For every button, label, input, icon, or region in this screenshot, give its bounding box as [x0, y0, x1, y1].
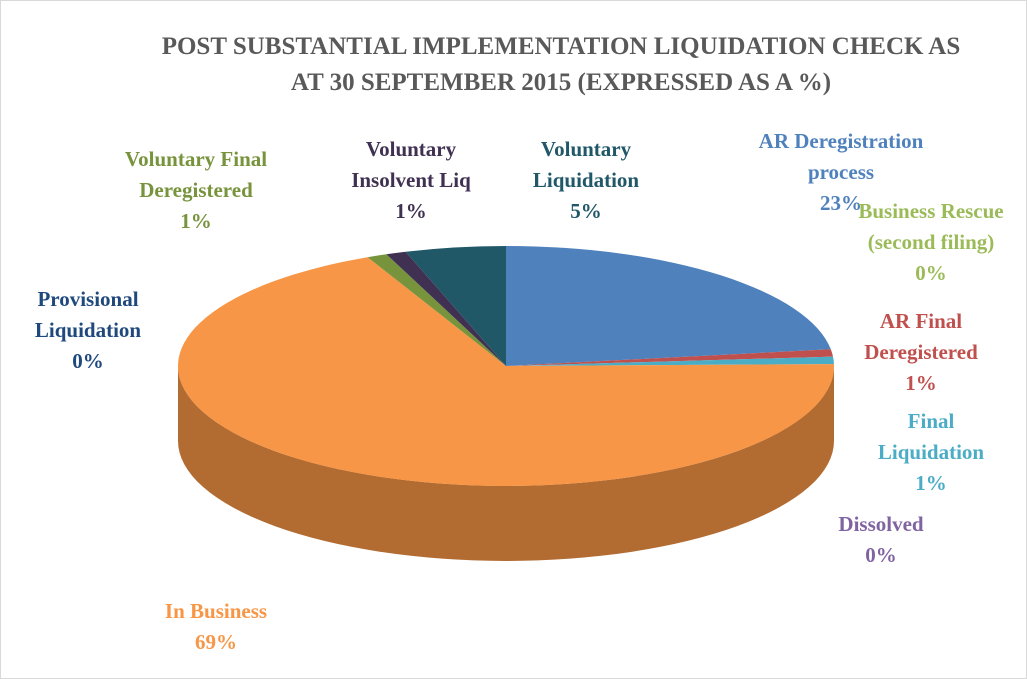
data-label: AR Final Deregistered 1% — [836, 306, 1006, 399]
data-label: Business Rescue (second filing) 0% — [831, 196, 1027, 289]
label-value: 23% — [820, 191, 862, 215]
label-value: 0% — [915, 261, 947, 285]
data-label: AR Deregistration process 23% — [736, 126, 946, 219]
label-value: 1% — [180, 209, 212, 233]
label-name: AR Final Deregistered — [864, 309, 978, 364]
slice — [386, 251, 506, 366]
slice — [405, 246, 506, 366]
data-label: Final Liquidation 1% — [856, 406, 1006, 499]
label-name: Voluntary Final Deregistered — [124, 147, 268, 202]
label-name: Dissolved — [838, 512, 924, 536]
label-name: Provisional Liquidation — [34, 287, 142, 342]
slice — [367, 254, 506, 366]
label-name: Business Rescue (second filing) — [858, 199, 1004, 254]
slice — [178, 257, 834, 486]
label-value: 69% — [195, 630, 237, 654]
data-label: In Business 69% — [136, 596, 296, 658]
label-name: Voluntary Insolvent Liq — [351, 137, 471, 192]
label-value: 1% — [905, 371, 937, 395]
label-value: 5% — [570, 199, 602, 223]
label-value: 1% — [395, 199, 427, 223]
data-label: Voluntary Final Deregistered 1% — [121, 144, 271, 237]
label-value: 0% — [865, 543, 897, 567]
data-label: Dissolved 0% — [821, 509, 941, 571]
label-name: AR Deregistration process — [758, 129, 924, 184]
slice — [506, 246, 831, 366]
slice — [506, 356, 834, 366]
label-name: In Business — [164, 599, 268, 623]
data-label: Provisional Liquidation 0% — [8, 284, 168, 377]
slice — [506, 349, 834, 366]
label-name: Final Liquidation — [877, 409, 985, 464]
label-name: Voluntary Liquidation — [532, 137, 640, 192]
data-label: Voluntary Liquidation 5% — [516, 134, 656, 227]
slice-side — [178, 366, 834, 561]
chart-title: POST SUBSTANTIAL IMPLEMENTATION LIQUIDAT… — [161, 33, 961, 96]
label-value: 1% — [915, 471, 947, 495]
label-value: 0% — [72, 349, 104, 373]
data-label: Voluntary Insolvent Liq 1% — [326, 134, 496, 227]
